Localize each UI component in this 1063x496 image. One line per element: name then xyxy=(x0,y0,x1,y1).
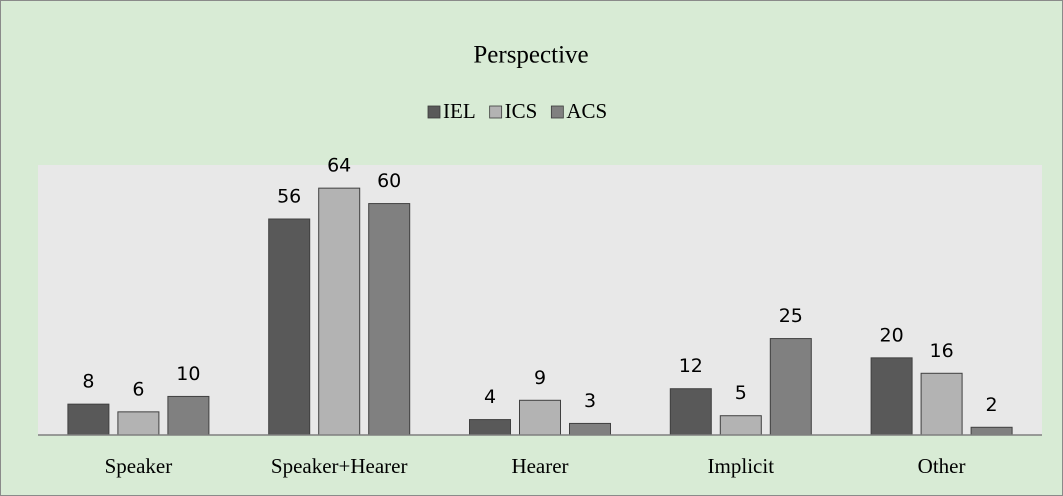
data-label: 16 xyxy=(930,340,954,362)
bar xyxy=(569,422,611,436)
legend-label: IEL xyxy=(443,99,476,123)
bar xyxy=(669,388,712,436)
chart-title: Perspective xyxy=(473,42,588,69)
data-label: 3 xyxy=(584,390,596,412)
legend-label: ACS xyxy=(566,99,607,123)
data-label: 10 xyxy=(176,363,200,385)
bar xyxy=(318,187,361,436)
bar xyxy=(117,411,160,436)
legend-swatch xyxy=(550,105,564,119)
legend-swatch xyxy=(427,105,441,119)
bar xyxy=(167,395,210,436)
x-tick-label: Hearer xyxy=(511,454,568,478)
bar xyxy=(519,399,561,436)
data-label: 60 xyxy=(377,170,401,192)
data-label: 20 xyxy=(880,324,904,346)
data-label: 6 xyxy=(132,378,144,400)
x-tick-label: Implicit xyxy=(708,454,775,478)
bar xyxy=(719,415,762,436)
data-label: 5 xyxy=(735,382,747,404)
bar xyxy=(769,338,812,436)
x-tick-label: Other xyxy=(918,454,966,478)
bar xyxy=(67,403,110,436)
legend-swatch xyxy=(489,105,503,119)
bar xyxy=(368,203,411,436)
bar xyxy=(870,357,913,436)
data-label: 2 xyxy=(986,394,998,416)
bar xyxy=(268,218,311,436)
bar xyxy=(920,372,963,436)
data-label: 64 xyxy=(327,155,351,177)
legend-label: ICS xyxy=(505,99,538,123)
data-label: 56 xyxy=(277,186,301,208)
data-label: 4 xyxy=(484,386,496,408)
data-label: 8 xyxy=(82,371,94,393)
bar xyxy=(469,419,511,436)
data-label: 25 xyxy=(779,305,803,327)
data-label: 9 xyxy=(534,367,546,389)
data-label: 12 xyxy=(679,355,703,377)
bar xyxy=(970,426,1013,436)
x-tick-label: Speaker xyxy=(105,454,173,478)
x-tick-label: Speaker+Hearer xyxy=(271,454,408,478)
